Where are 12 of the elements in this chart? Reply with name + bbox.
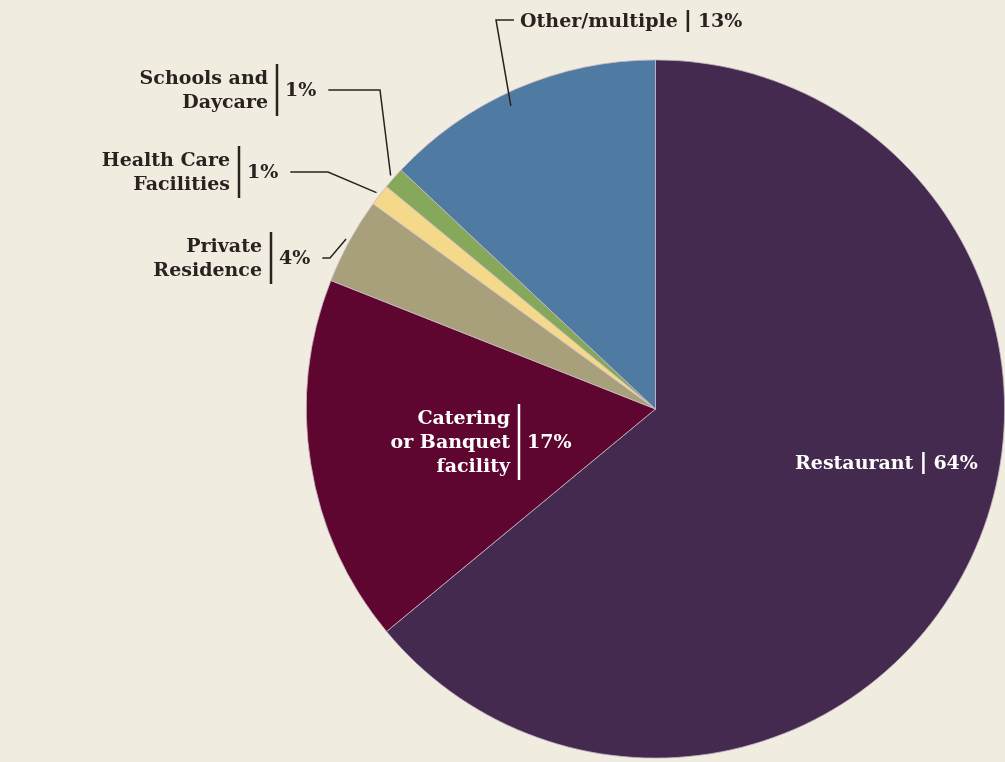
data-label: 1% [285, 77, 317, 100]
slice-label: Restaurant [795, 450, 914, 473]
slice-label: Catering or Banquet facility [390, 405, 511, 476]
data-label: 1% [247, 159, 279, 182]
data-label: 64% [933, 450, 978, 473]
data-label: 17% [527, 429, 572, 452]
slice-label: Health Care Facilities [101, 147, 230, 194]
data-label: 13% [697, 8, 743, 31]
slice-label: Private Residence [153, 233, 262, 280]
slice-label: Schools and Daycare [139, 65, 268, 112]
data-label: 4% [279, 245, 311, 268]
slice-label: Other/multiple [520, 8, 678, 31]
